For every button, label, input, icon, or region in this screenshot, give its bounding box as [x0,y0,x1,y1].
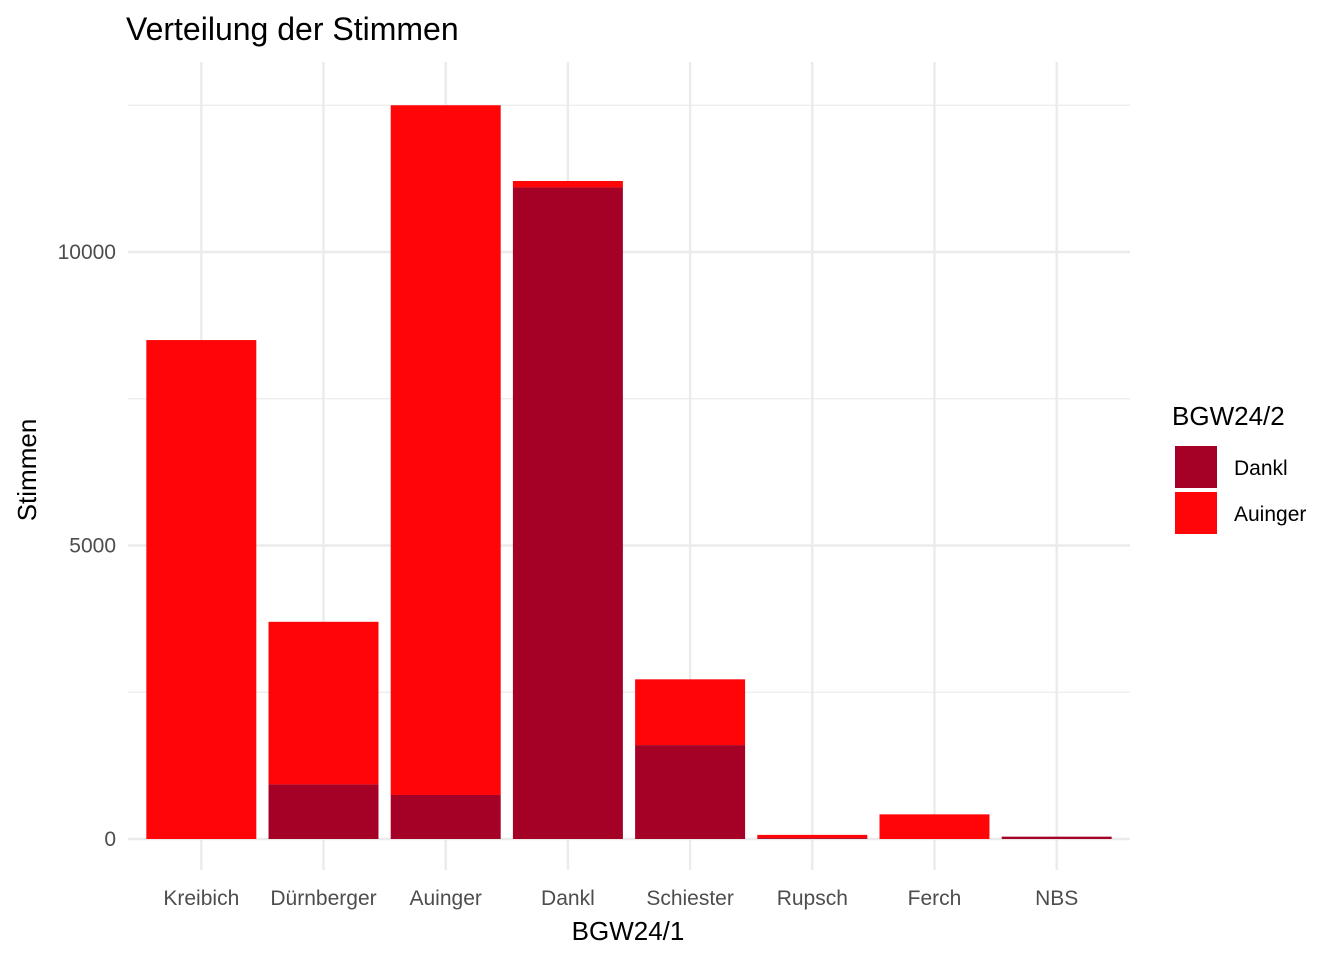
x-tick-label: NBS [1035,887,1078,910]
x-tick-label: Rupsch [777,887,848,910]
bar-auinger-1 [268,621,379,785]
chart-title: Verteilung der Stimmen [126,11,459,47]
legend: BGW24/2 Dankl Auinger [1172,401,1306,534]
bar-auinger-0 [146,340,257,839]
bar-auinger-4 [635,679,746,746]
legend-label-auinger: Auinger [1234,503,1306,526]
x-tick-label: Dürnberger [270,887,376,910]
bar-dankl-4 [635,745,746,839]
legend-swatch-dankl [1175,446,1217,488]
legend-swatch-auinger [1175,492,1217,534]
x-tick-label: Dankl [541,887,595,910]
x-tick-label: Ferch [908,887,962,910]
y-axis-title: Stimmen [12,419,42,522]
x-tick-label: Auinger [410,887,482,910]
bar-auinger-6 [879,814,990,839]
y-tick-label: 10000 [58,241,116,264]
y-tick-label: 5000 [69,535,116,558]
bar-dankl-1 [268,784,379,839]
bar-dankl-2 [390,794,501,839]
x-tick-label: Kreibich [163,887,239,910]
x-axis-title: BGW24/1 [572,916,685,946]
bars [146,105,1112,839]
bar-dankl-3 [512,187,623,839]
bar-dankl-5 [757,838,868,839]
y-axis-ticks: 0 5000 10000 [58,241,116,851]
y-tick-label: 0 [104,828,116,851]
legend-label-dankl: Dankl [1234,457,1288,480]
bar-dankl-7 [1001,836,1112,839]
x-tick-label: Schiester [646,887,734,910]
x-axis-ticks: Kreibich Dürnberger Auinger Dankl Schiester R… [163,887,1078,910]
grid [128,62,1130,870]
bar-auinger-2 [390,105,501,795]
bar-auinger-3 [512,180,623,188]
bar-auinger-5 [757,834,868,839]
legend-title: BGW24/2 [1172,401,1285,431]
legend-items: Dankl Auinger [1175,446,1306,534]
